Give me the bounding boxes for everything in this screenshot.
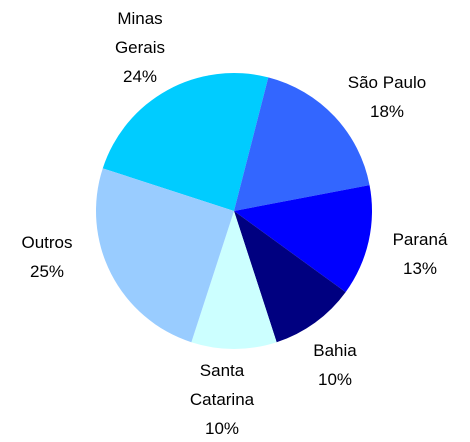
slice-label: Minas Gerais 24% bbox=[100, 4, 180, 91]
pie-slice bbox=[234, 185, 372, 293]
pie-slice bbox=[96, 168, 234, 343]
category-name: São Paulo bbox=[347, 73, 427, 92]
slice-label: Bahia 10% bbox=[295, 336, 375, 394]
slice-label: Outros 25% bbox=[7, 228, 87, 286]
category-name: Santa Catarina bbox=[189, 361, 255, 409]
value-label: 10% bbox=[204, 419, 240, 438]
category-name: Paraná bbox=[392, 230, 448, 249]
pie-slice bbox=[102, 73, 269, 211]
pie-slice bbox=[234, 77, 370, 211]
pie-slice bbox=[234, 211, 346, 343]
slice-label: São Paulo 18% bbox=[332, 68, 442, 126]
category-name: Outros bbox=[21, 233, 73, 252]
category-name: Minas Gerais bbox=[114, 9, 166, 57]
value-label: 25% bbox=[29, 262, 65, 281]
slice-label: Santa Catarina 10% bbox=[172, 356, 272, 442]
value-label: 18% bbox=[369, 102, 405, 121]
value-label: 10% bbox=[317, 370, 353, 389]
slice-label: Paraná 13% bbox=[375, 225, 465, 283]
category-name: Bahia bbox=[313, 341, 357, 360]
value-label: 13% bbox=[402, 259, 438, 278]
pie-slice bbox=[191, 211, 277, 349]
value-label: 24% bbox=[122, 67, 158, 86]
